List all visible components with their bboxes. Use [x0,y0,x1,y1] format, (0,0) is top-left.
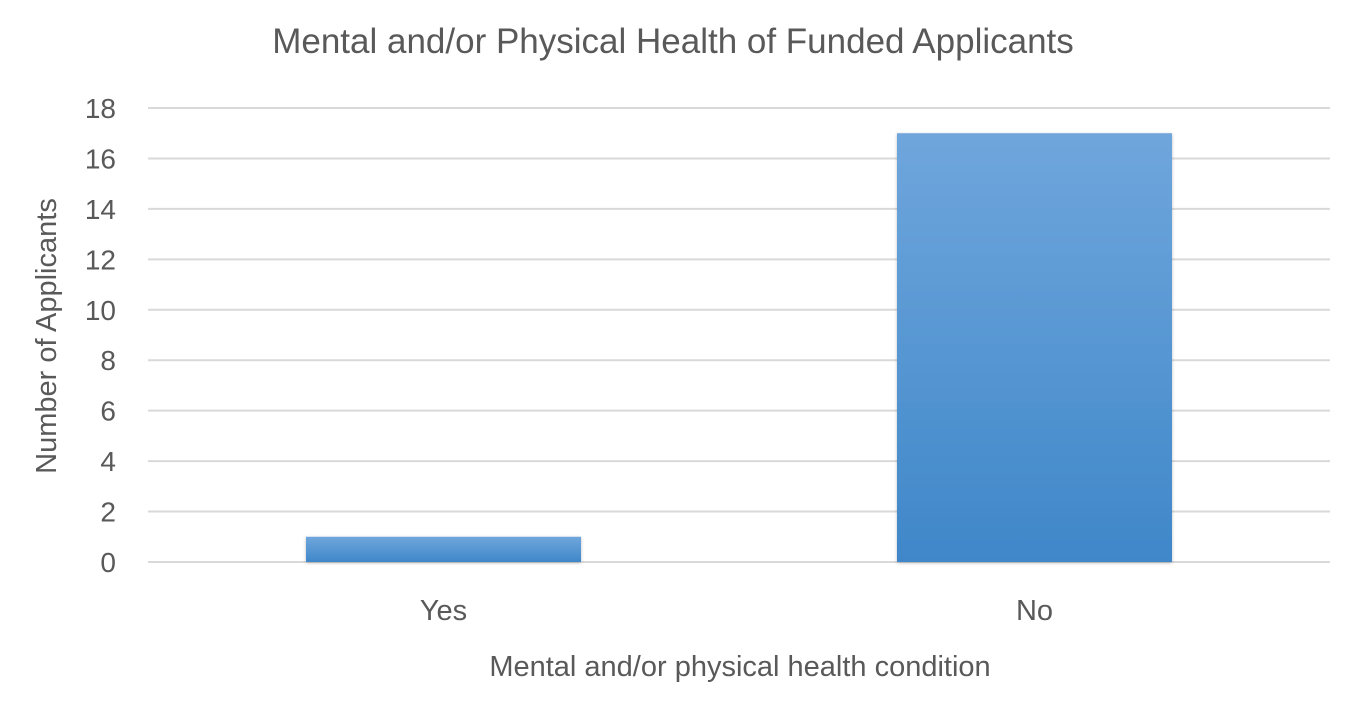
y-tick-label: 12 [85,244,116,275]
chart-title: Mental and/or Physical Health of Funded … [272,22,1074,61]
y-tick-label: 16 [85,143,116,174]
y-tick-label: 14 [85,194,116,225]
x-axis-ticks: Yes No [420,595,1053,627]
y-tick-label: 18 [85,93,116,124]
y-tick-label: 8 [100,345,116,376]
y-tick-label: 0 [100,547,116,578]
y-tick-label: 6 [100,396,116,427]
bar-yes [306,536,581,562]
x-tick-label: Yes [420,595,467,627]
x-axis-label: Mental and/or physical health condition [489,651,990,683]
x-tick-label: No [1016,595,1053,627]
y-axis-ticks: 0 2 4 6 8 10 12 14 16 18 [85,93,116,578]
y-tick-label: 2 [100,497,116,528]
gridlines [148,107,1330,563]
bar-no [897,133,1172,562]
y-axis-label: Number of Applicants [31,198,63,474]
y-tick-label: 10 [85,295,116,326]
bars [306,133,1172,562]
y-tick-label: 4 [100,446,116,477]
